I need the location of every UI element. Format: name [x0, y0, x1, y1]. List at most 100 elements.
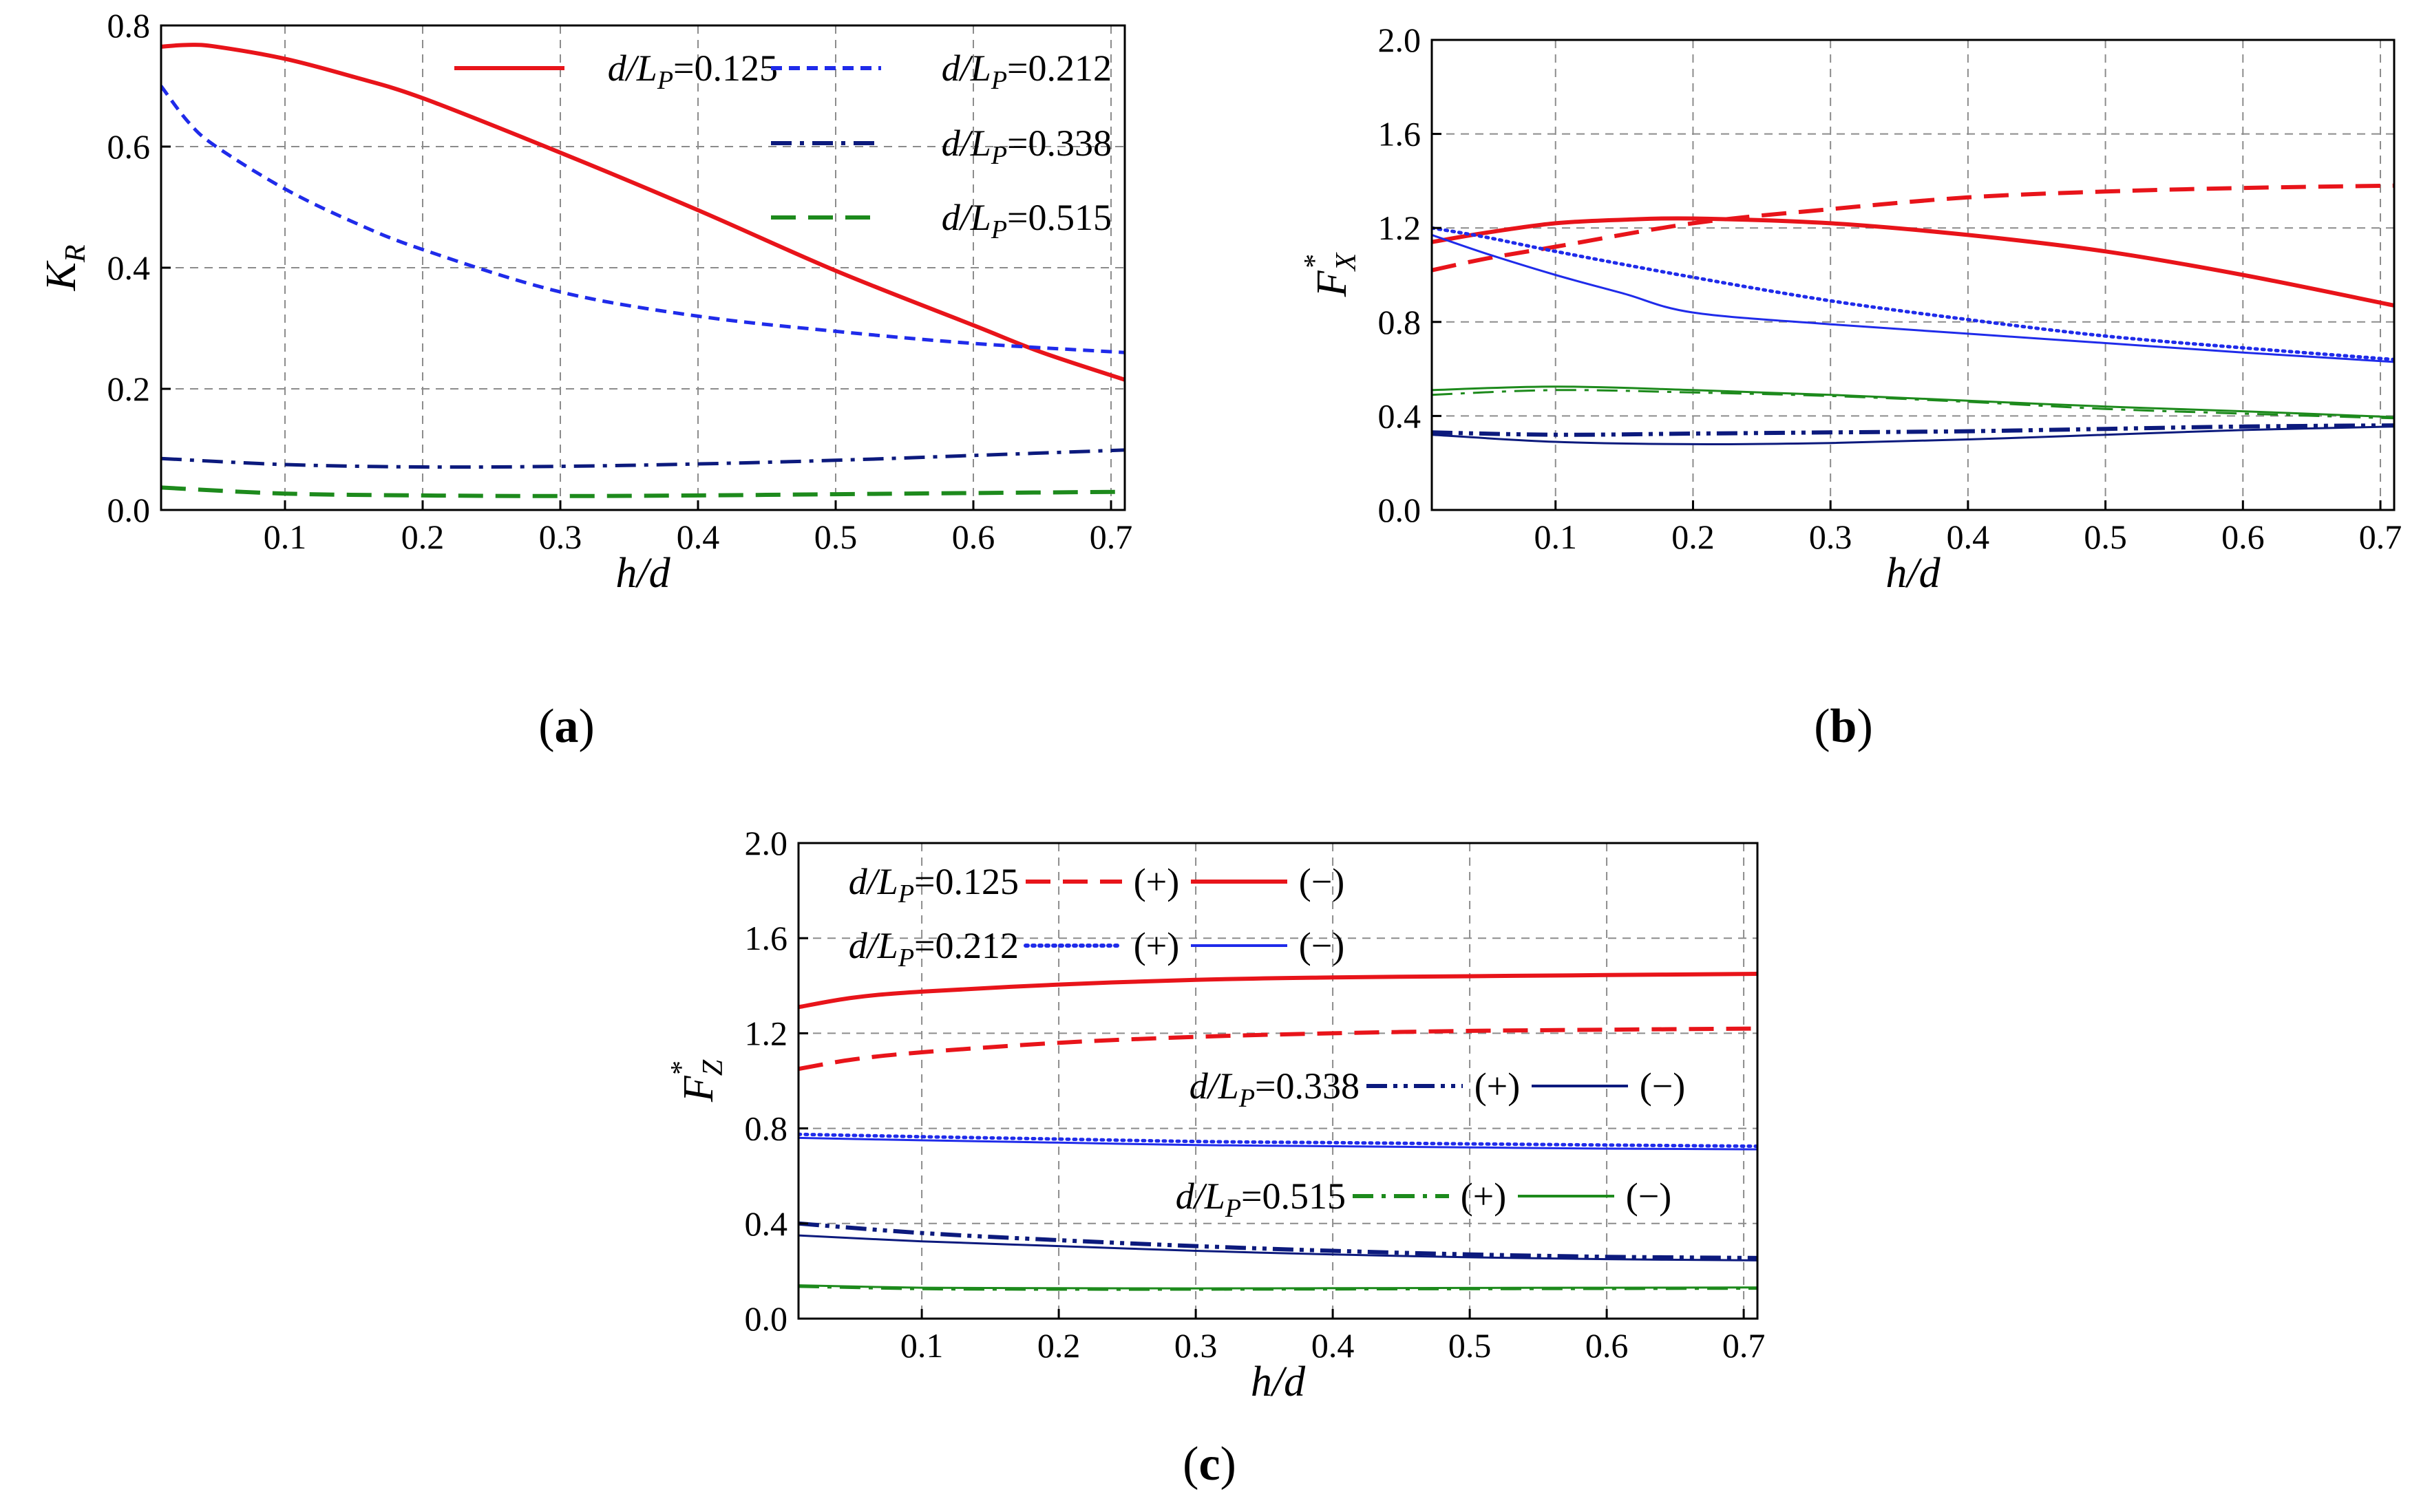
- x-tick-label: 0.3: [539, 518, 582, 556]
- legend-group: d/LP=0.125 (+) (−): [849, 861, 1344, 908]
- legend-entry: d/LP=0.338: [771, 123, 1112, 170]
- legend-label: d/LP=0.338: [1190, 1065, 1360, 1113]
- gridlines: [799, 843, 1757, 1319]
- y-tick-label: 0.4: [107, 248, 151, 287]
- series-line-a-2: [161, 85, 1125, 354]
- y-axis-label: FZ*: [666, 1059, 729, 1103]
- y-tick-label: 1.6: [745, 919, 788, 957]
- series-group: [161, 43, 1125, 498]
- x-tick-label: 0.6: [2221, 518, 2265, 556]
- legend-minus-label: (−): [1626, 1175, 1671, 1217]
- plot-area: [799, 843, 1757, 1319]
- x-tick-label: 0.7: [1090, 518, 1133, 556]
- y-tick-label: 0.2: [107, 370, 151, 408]
- series-group: [799, 972, 1757, 1291]
- legend-plus-label: (+): [1461, 1175, 1506, 1217]
- x-axis-label: h/d: [615, 550, 670, 597]
- series-line-b-5: [1432, 423, 2394, 437]
- legend-minus-label: (−): [1299, 861, 1344, 902]
- axes-frame: [797, 842, 1759, 1320]
- y-tick-label: 0.8: [107, 6, 151, 45]
- legend-entry: d/LP=0.125: [454, 47, 778, 95]
- y-tick-label: 0.4: [745, 1204, 788, 1243]
- x-tick-label: 0.2: [1671, 518, 1715, 556]
- y-tick-label: 2.0: [1378, 21, 1421, 59]
- gridlines: [161, 25, 1125, 510]
- x-tick-label: 0.6: [952, 518, 995, 556]
- series-line-a-4: [161, 485, 1125, 498]
- legend-group: d/LP=0.515 (+) (−): [1176, 1175, 1671, 1223]
- series-line-b-8: [1432, 385, 2394, 418]
- x-tick-label: 0.2: [401, 518, 445, 556]
- series-line-c-4: [799, 1136, 1757, 1151]
- y-tick-label: 0.8: [745, 1109, 788, 1148]
- panel-caption: (c): [1183, 1438, 1236, 1491]
- legend-label: d/LP=0.515: [1176, 1175, 1346, 1223]
- x-tick-label: 0.5: [814, 518, 858, 556]
- legend-label: d/LP=0.338: [942, 123, 1112, 170]
- x-tick-label: 0.4: [677, 518, 720, 556]
- y-axis-label: KR: [38, 244, 92, 291]
- legend-plus-label: (+): [1474, 1065, 1520, 1107]
- legend: d/LP=0.125 d/LP=0.212 d/LP=0.338 d/LP=0.515: [454, 47, 1112, 244]
- x-tick-label: 0.7: [2359, 518, 2402, 556]
- panel-caption: (a): [538, 700, 595, 753]
- x-tick-label: 0.4: [1311, 1326, 1355, 1365]
- y-tick-label: 0.6: [107, 127, 151, 166]
- legend-label: d/LP=0.212: [849, 925, 1019, 972]
- series-line-b-4: [1432, 233, 2394, 363]
- axes-frame: [1430, 39, 2396, 511]
- legend-entry: d/LP=0.212: [771, 47, 1112, 95]
- y-tick-label: 0.0: [1378, 491, 1421, 529]
- x-tick-label: 0.3: [1809, 518, 1852, 556]
- y-axis-label: FX*: [1299, 251, 1362, 297]
- y-tick-label: 0.8: [1378, 303, 1421, 341]
- x-tick-label: 0.2: [1037, 1326, 1081, 1365]
- y-tick-label: 2.0: [745, 824, 788, 862]
- legend-label: d/LP=0.515: [942, 197, 1112, 244]
- series-group: [1432, 183, 2394, 445]
- legend-minus-label: (−): [1640, 1065, 1685, 1107]
- x-tick-label: 0.4: [1947, 518, 1990, 556]
- panel-caption: (b): [1814, 700, 1873, 753]
- legend-label: d/LP=0.125: [849, 861, 1019, 908]
- series-line-b-6: [1432, 425, 2394, 445]
- legend-group: d/LP=0.338 (+) (−): [1190, 1065, 1685, 1113]
- x-axis-label: h/d: [1251, 1359, 1306, 1405]
- x-tick-label: 0.1: [1534, 518, 1577, 556]
- series-line-a-3: [161, 448, 1125, 469]
- panel-b-chart: 0.1 0.2 0.3 0.4 0.5 0.6 0.7 0.0 0.4 0.8 1.2 1.6 2.0 h…: [1299, 21, 2402, 753]
- legend-group: d/LP=0.212 (+) (−): [849, 925, 1344, 972]
- y-tick-label: 0.4: [1378, 396, 1421, 435]
- y-tick-label: 1.6: [1378, 115, 1421, 153]
- x-tick-label: 0.1: [900, 1326, 944, 1365]
- legend-plus-label: (+): [1134, 861, 1179, 902]
- y-tick-label: 1.2: [745, 1014, 788, 1052]
- panel-c-chart: 0.1 0.2 0.3 0.4 0.5 0.6 0.7 0.0 0.4 0.8 1.2 1.6 2.0 h…: [666, 824, 1765, 1491]
- panel-a-chart: 0.1 0.2 0.3 0.4 0.5 0.6 0.7 0.0 0.2 0.4 0.6 0.8 h/d K…: [38, 6, 1132, 753]
- y-tick-label: 0.0: [107, 491, 151, 529]
- series-line-c-5: [799, 1221, 1757, 1260]
- legend-label: d/LP=0.212: [942, 47, 1112, 95]
- x-tick-label: 0.5: [1448, 1326, 1492, 1365]
- legend-minus-label: (−): [1299, 925, 1344, 966]
- series-line-b-1: [1432, 183, 2394, 273]
- series-line-c-8: [799, 1284, 1757, 1290]
- x-tick-label: 0.3: [1174, 1326, 1218, 1365]
- y-tick-label: 0.0: [745, 1299, 788, 1338]
- x-tick-label: 0.7: [1722, 1326, 1766, 1365]
- x-axis-label: h/d: [1885, 550, 1941, 597]
- series-line-b-2: [1432, 216, 2394, 308]
- legend-plus-label: (+): [1134, 925, 1179, 966]
- series-line-a-1: [161, 43, 1125, 382]
- series-line-c-6: [799, 1234, 1757, 1261]
- series-line-c-1: [799, 972, 1757, 1010]
- x-tick-label: 0.5: [2084, 518, 2127, 556]
- series-line-b-3: [1432, 226, 2394, 361]
- legend-entry: d/LP=0.515: [771, 197, 1112, 244]
- x-tick-label: 0.6: [1585, 1326, 1629, 1365]
- series-line-c-3: [799, 1132, 1757, 1148]
- legend: d/LP=0.125 (+) (−)d/LP=0.212 (+) (−)d/LP=0.3…: [849, 861, 1685, 1223]
- x-tick-label: 0.1: [264, 518, 307, 556]
